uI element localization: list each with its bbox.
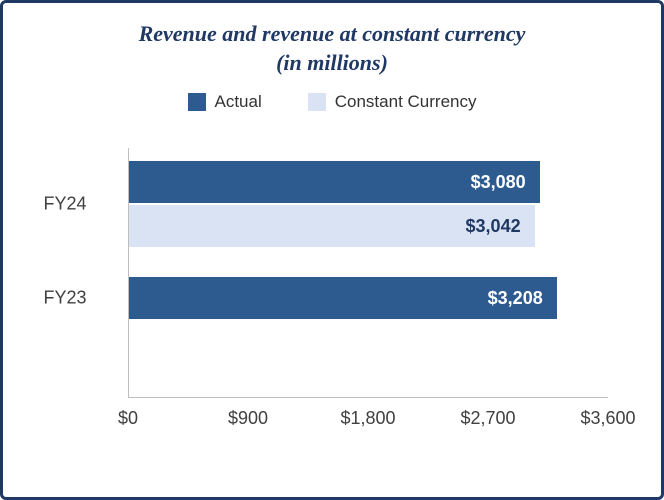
bar-value-label: $3,042 — [465, 215, 521, 236]
x-tick-label: $1,800 — [340, 408, 396, 428]
x-axis-line — [128, 397, 608, 398]
legend-item-constant-currency: Constant Currency — [307, 92, 477, 112]
category-label-fy23: FY23 — [43, 287, 87, 308]
legend-label-actual: Actual — [214, 92, 262, 112]
legend: Actual Constant Currency — [3, 92, 661, 112]
chart-title-line2: (in millions) — [276, 49, 388, 75]
bar-constant-currency-fy24: $3,042 — [129, 205, 535, 247]
y-axis-line — [128, 148, 129, 398]
bar-value-label: $3,080 — [470, 171, 526, 192]
legend-label-constant-currency: Constant Currency — [334, 92, 477, 112]
chart-title: Revenue and revenue at constant currency… — [3, 20, 661, 77]
x-tick-label: $3,600 — [580, 408, 636, 428]
chart-title-line1: Revenue and revenue at constant currency — [138, 21, 526, 46]
x-tick-label: $2,700 — [460, 408, 516, 428]
category-label-fy24: FY24 — [43, 193, 87, 214]
legend-swatch-actual — [187, 93, 206, 112]
x-tick-label: $0 — [117, 408, 139, 428]
bar-actual-fy24: $3,080 — [129, 161, 540, 203]
x-tick-label: $900 — [227, 408, 269, 428]
legend-item-actual: Actual — [187, 92, 262, 112]
bar-value-label: $3,208 — [487, 287, 543, 308]
bar-actual-fy23: $3,208 — [129, 277, 557, 319]
plot-area: $3,080 $3,042 $3,208 FY24 FY23 $0 $900 $1,800… — [43, 148, 636, 428]
legend-swatch-constant-currency — [307, 93, 326, 112]
